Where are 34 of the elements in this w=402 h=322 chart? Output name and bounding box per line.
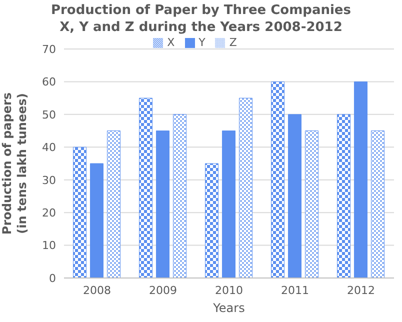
bar: [222, 130, 236, 278]
y-tick-label: 60: [42, 76, 56, 89]
y-tick-label: 70: [42, 42, 56, 56]
y-tick-label: 30: [42, 174, 56, 187]
x-tick-label: 2012: [347, 284, 375, 297]
x-tick-label: 2008: [83, 284, 111, 297]
bar: [238, 98, 252, 278]
bar: [138, 98, 152, 278]
y-tick-label: 20: [42, 206, 56, 220]
bar: [288, 114, 302, 278]
y-tick-label: 0: [49, 272, 56, 285]
x-tick-label: 2011: [281, 284, 309, 297]
bar: [90, 163, 104, 278]
bar: [370, 130, 384, 278]
legend-label: X: [167, 36, 175, 49]
bar: [172, 114, 186, 278]
bar: [204, 163, 218, 278]
y-tick-label: 50: [42, 108, 56, 122]
bar: [354, 81, 368, 278]
legend-label: Z: [229, 36, 237, 49]
x-tick-label: 2009: [149, 284, 177, 297]
y-axis-title: Production of papers (in tens lakh tunees): [0, 92, 29, 235]
bar: [156, 130, 170, 278]
y-tick-label: 40: [42, 141, 56, 154]
bar: [106, 130, 120, 278]
legend-label: Y: [198, 36, 206, 49]
x-axis-title: Years: [212, 301, 245, 315]
y-tick-label: 10: [42, 239, 56, 252]
bar: [270, 81, 284, 278]
bar: [336, 114, 350, 278]
bar: [304, 130, 318, 278]
chart-title: Production of Paper by Three Companies X, Y and Z during the Years 2008-2012: [50, 2, 352, 36]
x-tick-label: 2010: [215, 284, 243, 297]
bar: [72, 146, 86, 278]
